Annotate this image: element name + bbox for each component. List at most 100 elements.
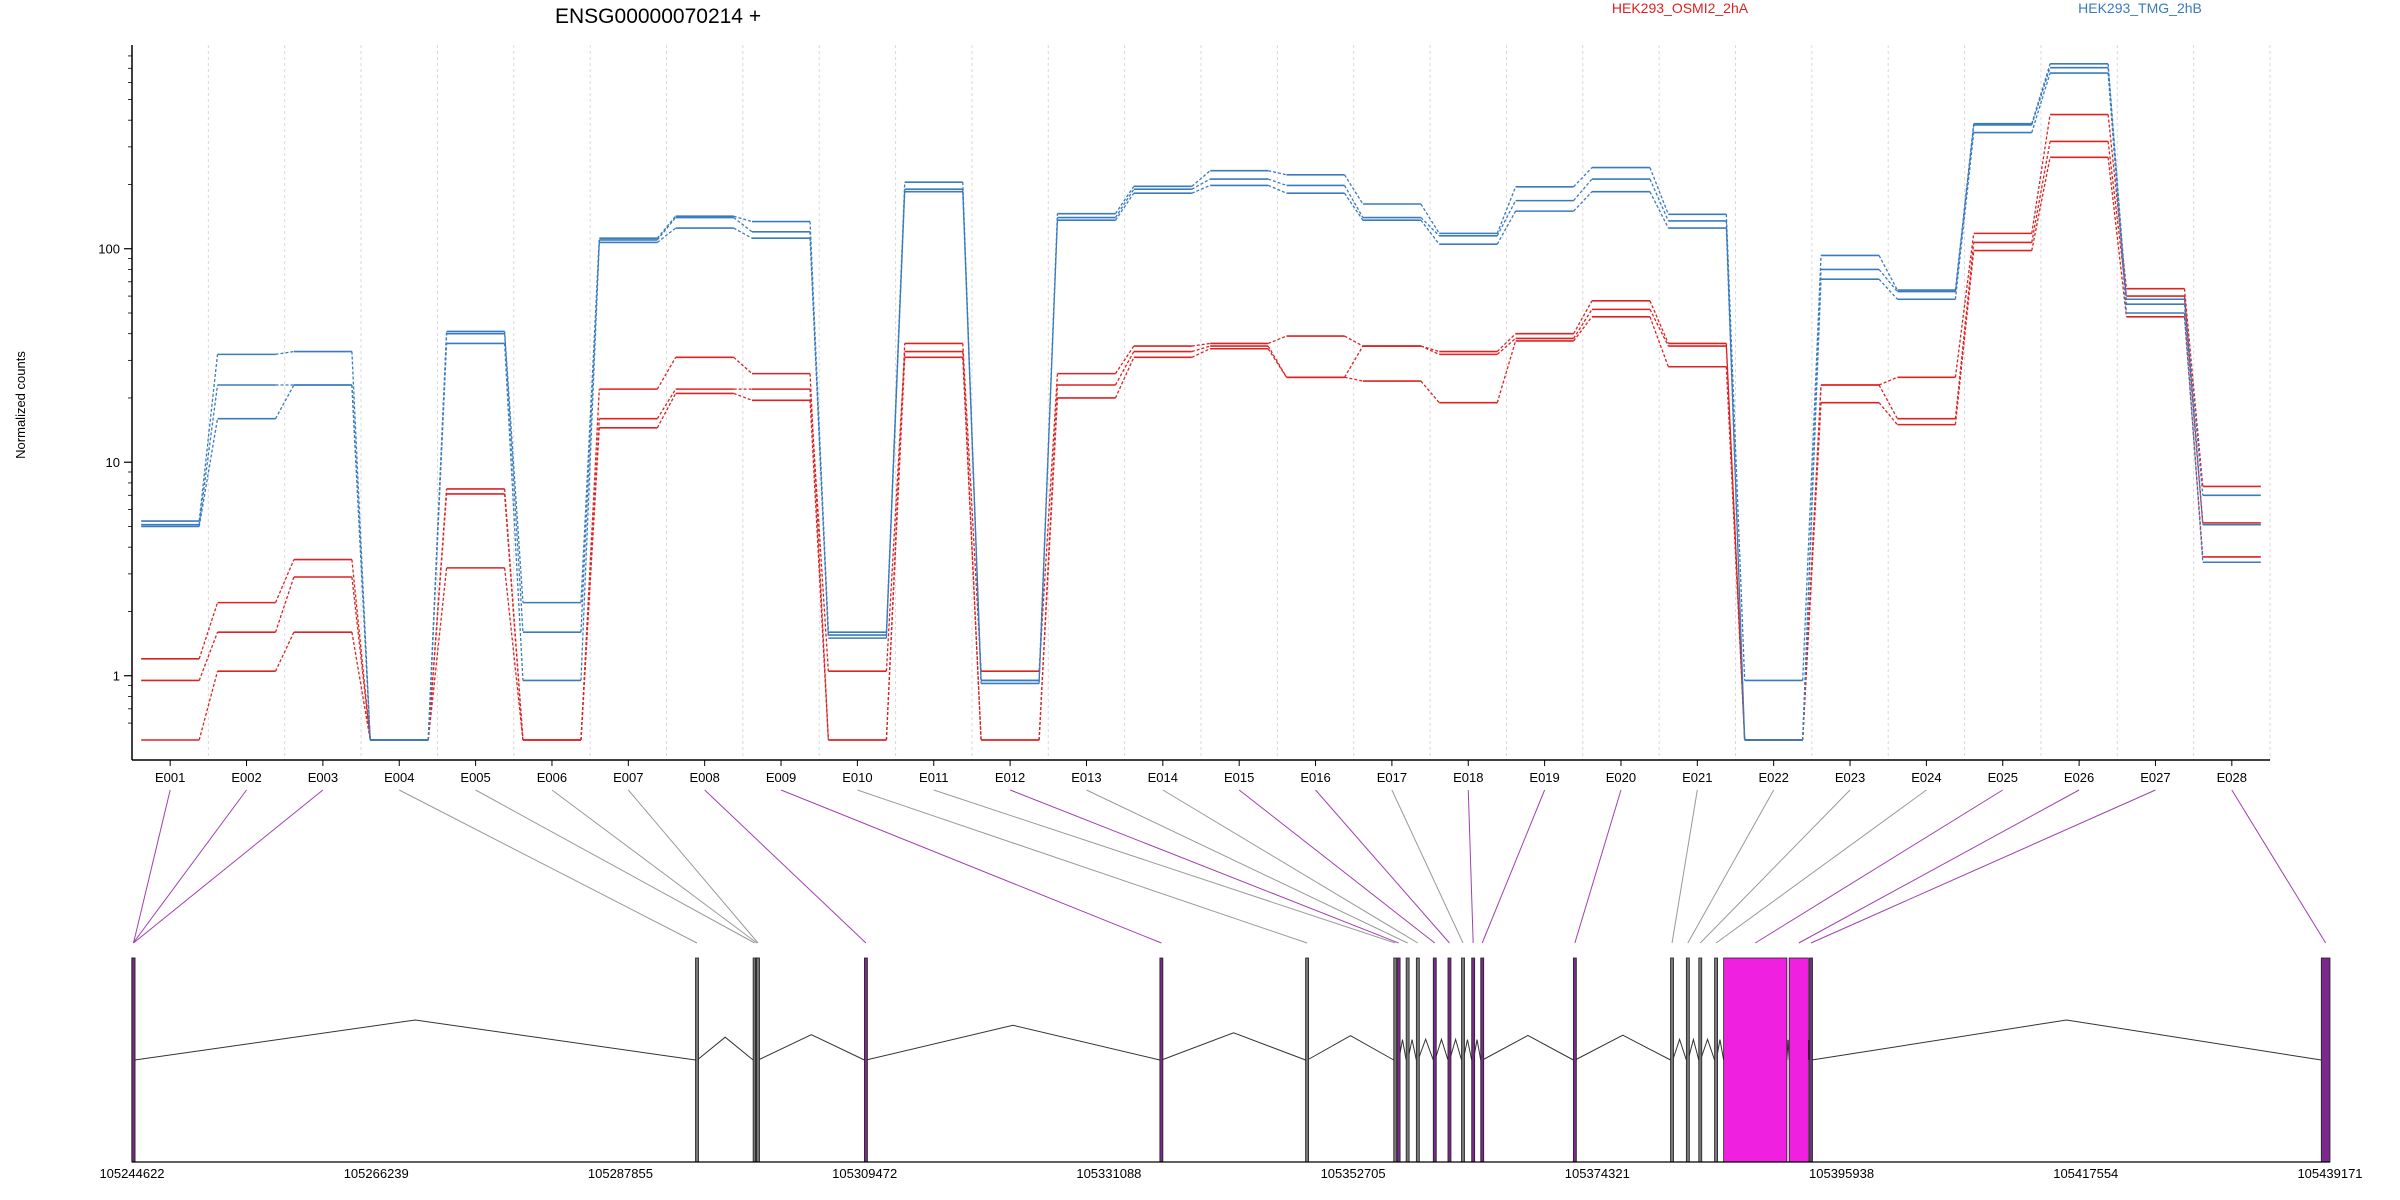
- exon-block: [864, 957, 868, 1163]
- series-transition: [1878, 255, 1898, 291]
- series-transition: [1954, 250, 1975, 425]
- intron-line: [1482, 1034, 1574, 1061]
- x-tick-label: E012: [995, 770, 1025, 785]
- series-transition: [2031, 72, 2051, 133]
- coordinate-tick-label: 105244622: [99, 1166, 164, 1181]
- x-tick-label: E002: [231, 770, 261, 785]
- series-transition: [1344, 335, 1364, 347]
- coordinate-tick-label: 105352705: [1321, 1166, 1386, 1181]
- exon-block: [1305, 957, 1310, 1163]
- series-transition: [1114, 351, 1135, 386]
- coordinate-tick-label: 105417554: [2053, 1166, 2118, 1181]
- intron-line: [1672, 1037, 1687, 1061]
- series-transition: [2031, 67, 2051, 126]
- series-transition: [1420, 219, 1440, 245]
- series-transition: [733, 392, 753, 401]
- intron-line: [696, 1036, 754, 1061]
- series-transition: [733, 215, 753, 223]
- coordinate-tick-label: 105309472: [832, 1166, 897, 1181]
- x-tick-label: E003: [308, 770, 338, 785]
- series-transition: [1191, 345, 1211, 353]
- series-transition: [1573, 167, 1593, 188]
- series-transition: [1573, 316, 1593, 342]
- series-transition: [1496, 340, 1517, 403]
- x-tick-label: E009: [766, 770, 796, 785]
- y-axis-label: Normalized counts: [13, 351, 28, 459]
- series-transition: [962, 357, 982, 741]
- series-transition: [962, 191, 982, 684]
- exon-block: [1670, 957, 1674, 1163]
- series-transition: [1267, 345, 1288, 378]
- series-transition: [1954, 132, 1975, 300]
- exon-connector-layer: [132, 789, 2327, 944]
- exon-connector: [1687, 789, 1775, 944]
- series-transition: [1496, 333, 1517, 352]
- intron-line: [1699, 1037, 1716, 1061]
- series-transition: [1114, 345, 1135, 374]
- x-tick-label: E028: [2217, 770, 2247, 785]
- series-transition: [1344, 376, 1364, 382]
- exon-connector: [1715, 789, 1927, 944]
- coordinate-tick-label: 105374321: [1565, 1166, 1630, 1181]
- legend-entry: HEK293_TMG_2hB: [2078, 0, 2202, 16]
- exon-connector: [1391, 789, 1464, 944]
- x-tick-label: E004: [384, 770, 414, 785]
- series-transition: [503, 331, 524, 603]
- exon-block: [1698, 957, 1703, 1163]
- exon-connector: [1315, 789, 1450, 944]
- x-tick-label: E024: [1911, 770, 1941, 785]
- chart-title: ENSG00000070214 +: [555, 5, 761, 28]
- exon-block: [2320, 957, 2331, 1163]
- series-transition: [1649, 309, 1669, 347]
- series-transition: [885, 189, 906, 636]
- series-transition: [1420, 345, 1440, 353]
- series-transition: [1420, 203, 1440, 234]
- exon-connector: [133, 789, 171, 944]
- x-tick-label: E016: [1300, 770, 1330, 785]
- series-transition: [1649, 167, 1669, 215]
- x-tick-label: E020: [1606, 770, 1636, 785]
- x-tick-label: E014: [1148, 770, 1178, 785]
- legend-entry: HEK293_OSMI2_2hA: [1612, 0, 1749, 16]
- coordinate-tick-label: 105331088: [1076, 1166, 1141, 1181]
- coordinate-tick-label: 105439171: [2297, 1166, 2362, 1181]
- series-transition: [733, 356, 753, 375]
- intron-line: [1687, 1037, 1700, 1061]
- series-transition: [656, 227, 677, 243]
- x-tick-label: E025: [1988, 770, 2018, 785]
- series-transition: [656, 388, 677, 419]
- exon-connector: [132, 789, 247, 944]
- series-transition: [2183, 288, 2204, 487]
- series-transition: [1649, 178, 1669, 222]
- series-transition: [885, 351, 906, 672]
- exon-connector: [1481, 789, 1546, 944]
- series-transition: [656, 393, 677, 429]
- x-tick-label: E013: [1071, 770, 1101, 785]
- series-transition: [427, 567, 448, 741]
- intron-line: [134, 1019, 696, 1061]
- exon-connector: [475, 789, 755, 944]
- series-transition: [2183, 299, 2204, 496]
- series-transition: [1191, 178, 1211, 190]
- series-transition: [1343, 185, 1364, 218]
- series-transition: [1191, 348, 1211, 358]
- exon-connector: [1238, 789, 1436, 944]
- exon-connector: [399, 789, 698, 944]
- series-transition: [274, 559, 295, 603]
- series-transition: [198, 631, 219, 681]
- series-transition: [2107, 157, 2128, 317]
- exon-block: [1809, 957, 1813, 1163]
- series-layer: [141, 62, 2261, 741]
- series-transition: [809, 238, 830, 639]
- series-transition: [1573, 309, 1593, 339]
- series-transition: [2031, 141, 2051, 243]
- series-transition: [274, 384, 295, 419]
- x-tick-label: E017: [1377, 770, 1407, 785]
- coordinate-tick-label: 105395938: [1809, 1166, 1874, 1181]
- exon-block: [1447, 957, 1452, 1163]
- series-transition: [733, 227, 753, 239]
- series-transition: [1649, 316, 1669, 367]
- x-tick-label: E023: [1835, 770, 1865, 785]
- x-tick-label: E010: [842, 770, 872, 785]
- x-tick-label: E018: [1453, 770, 1483, 785]
